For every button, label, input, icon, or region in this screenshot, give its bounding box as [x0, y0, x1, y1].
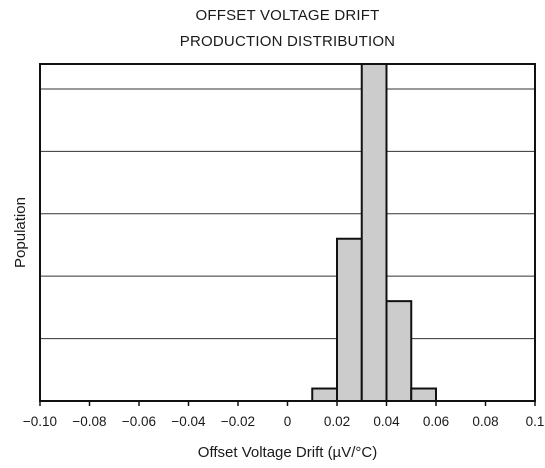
x-axis-tick-labels: −0.10 −0.08 −0.06 −0.04 −0.02 0 0.02 0.04 0.06 0.… [23, 414, 544, 429]
plot-frame [39, 63, 536, 402]
histogram-bar-3 [360, 63, 388, 402]
x-tick-label: −0.08 [72, 414, 106, 429]
x-tick-label: −0.02 [221, 414, 255, 429]
y-axis-title: Population [12, 197, 29, 268]
histogram-bar-4 [385, 300, 413, 403]
histogram-bar-2 [336, 237, 363, 402]
x-tick-label: 0.1 [526, 414, 545, 429]
histogram-bar-1 [311, 387, 338, 403]
histogram-bars [311, 63, 437, 403]
histogram-bar-5 [410, 387, 437, 403]
x-tick-label: 0.04 [373, 414, 400, 429]
x-tick-label: 0.06 [423, 414, 449, 429]
x-tick-label: 0.02 [324, 414, 350, 429]
x-axis-ticks [39, 401, 536, 406]
chart-title-line-2: PRODUCTION DISTRIBUTION [179, 33, 396, 50]
x-tick-label: 0.08 [472, 414, 498, 429]
chart-title-line-1: OFFSET VOLTAGE DRIFT [195, 7, 380, 24]
gridlines [40, 88, 535, 340]
x-tick-label: 0 [284, 414, 292, 429]
x-tick-label: −0.06 [122, 414, 156, 429]
x-tick-label: −0.04 [171, 414, 206, 429]
x-tick-label: −0.10 [23, 414, 57, 429]
x-axis-title: Offset Voltage Drift (µV/°C) [198, 444, 377, 461]
